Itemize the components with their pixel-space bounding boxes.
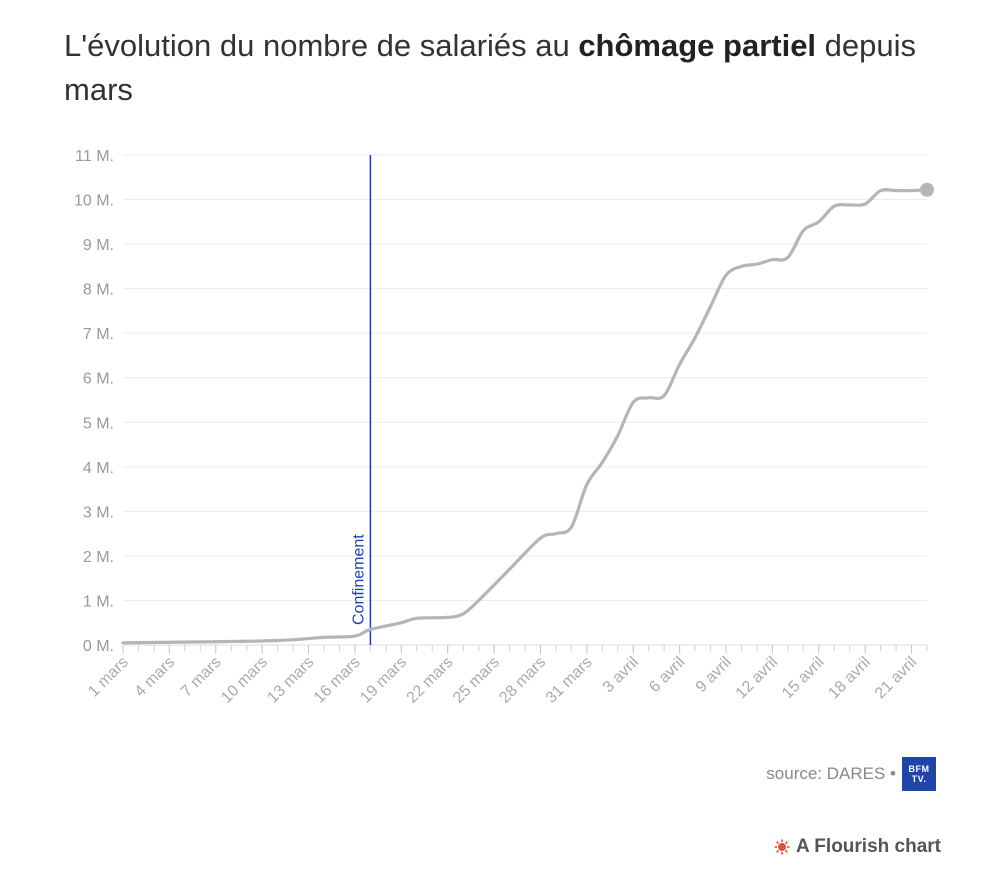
x-tick-label: 9 avril [693,654,735,696]
y-tick-label: 8 M. [83,282,114,299]
source-text: source: DARES • [766,764,896,783]
x-tick-label: 1 mars [85,654,132,701]
x-tick-label: 31 mars [543,654,596,707]
source-credit: source: DARES • BFM TV. [766,757,936,791]
title-prefix: L'évolution du nombre de salariés au [64,28,579,63]
title-suffix: depuis mars [64,28,917,107]
x-tick-label: 12 avril [733,654,781,702]
x-tick-label: 19 mars [357,654,410,707]
annotations: Confinement [350,155,372,645]
flourish-icon [774,839,790,855]
x-tick-label: 4 mars [132,654,179,701]
y-tick-label: 6 M. [83,371,114,388]
x-tick-label: 10 mars [218,654,271,707]
y-tick-label: 0 M. [83,638,114,655]
y-tick-label: 2 M. [83,549,114,566]
y-tick-label: 1 M. [83,593,114,610]
y-tick-label: 7 M. [83,326,114,343]
series-line [121,188,929,645]
flourish-text: A Flourish chart [796,836,941,857]
x-tick-label: 13 mars [264,654,317,707]
x-tick-label: 15 avril [779,654,827,702]
y-axis-labels: 0 M. 1 M. 2 M. 3 M. 4 M. 5 M. 6 M. 7 M. 8 M. 9 M.… [74,148,114,655]
x-tick-label: 6 avril [646,654,688,696]
title-bold: chômage partiel [578,28,817,63]
x-tick-label: 16 mars [311,654,364,707]
y-tick-label: 10 M. [74,193,114,210]
series-end-point[interactable] [920,182,934,197]
annotation-label: Confinement [350,534,367,625]
x-tick-label: 3 avril [600,654,642,696]
y-tick-label: 9 M. [83,237,114,254]
y-tick-label: 4 M. [83,460,114,477]
x-tick-label: 18 avril [825,654,873,702]
y-tick-label: 5 M. [83,415,114,432]
y-tick-label: 3 M. [83,504,114,521]
x-tick-label: 22 mars [404,654,457,707]
x-tick-label: 28 mars [496,654,549,707]
series [121,182,934,645]
x-tick-label: 21 avril [872,654,920,702]
bfm-tv-logo: BFM TV. [902,757,936,791]
x-tick-label: 25 mars [450,654,503,707]
chart-title: L'évolution du nombre de salariés au chô… [64,24,964,112]
x-tick-label: 7 mars [178,654,225,701]
y-tick-label: 11 M. [75,148,114,165]
flourish-credit[interactable]: A Flourish chart [774,836,941,858]
